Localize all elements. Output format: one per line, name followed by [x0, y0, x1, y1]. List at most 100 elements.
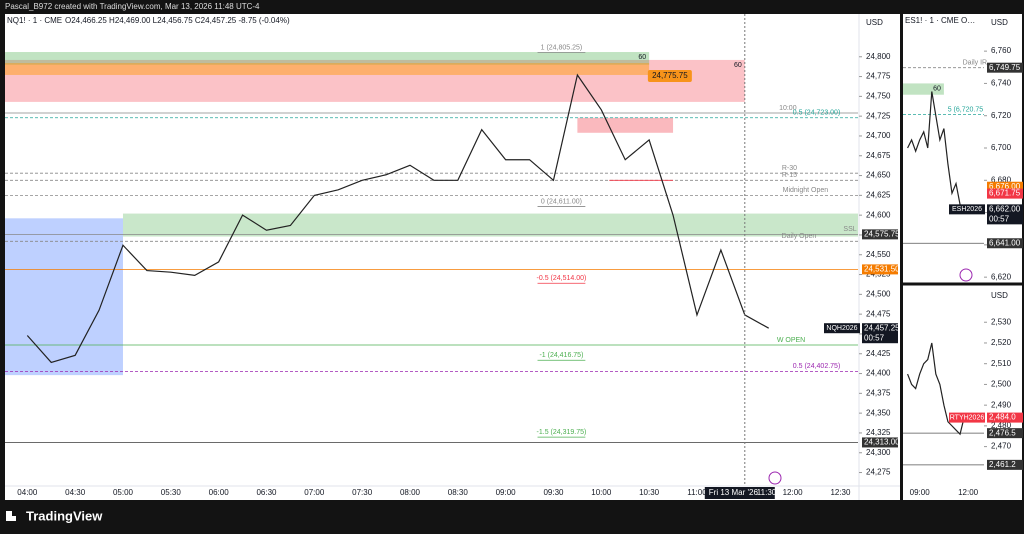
level-label: -0.5 (24,514.00)	[537, 275, 587, 282]
y-tick-label: 24,750	[866, 91, 891, 100]
price-line	[907, 342, 965, 436]
last-price-text: 2,484.0	[989, 413, 1016, 422]
y-tick-label: 2,510	[991, 359, 1012, 368]
x-tick-label: 12:00	[958, 488, 979, 497]
x-tick-label: 06:00	[209, 488, 230, 497]
x-tick-label: 11:00	[687, 488, 707, 497]
y-tick-label: 24,475	[866, 309, 891, 318]
y-tick-label: 24,600	[866, 210, 891, 219]
y-tick-label: 24,325	[866, 428, 891, 437]
price-tag	[647, 69, 692, 82]
y-tick-label: 24,625	[866, 190, 891, 199]
y-tick-label: 6,620	[991, 272, 1012, 281]
x-tick-label: 09:30	[543, 488, 564, 497]
symbol-tag-label: ESH2026	[952, 206, 982, 213]
level-label: -1 (24,416.75)	[539, 352, 583, 359]
axis-price-label	[862, 437, 898, 448]
y-tick-label: 2,520	[991, 338, 1012, 347]
level-label: R-15	[782, 172, 797, 179]
level-label: 0.5 (24,402.75)	[793, 363, 840, 370]
axis-price-text: 2,476.5	[989, 428, 1016, 437]
y-tick-label: 24,725	[866, 111, 891, 120]
level-label: W OPEN	[777, 337, 805, 344]
x-tick-label: 06:30	[256, 488, 277, 497]
last-price-label	[862, 323, 898, 344]
zone-label: 60	[638, 54, 646, 61]
y-tick-label: 6,700	[991, 143, 1012, 152]
zone	[903, 83, 944, 95]
level-label: SSL	[843, 226, 856, 233]
symbol-tag	[949, 204, 985, 215]
y-tick-label: 24,375	[866, 388, 891, 397]
level-label: 0 (24,611.00)	[541, 198, 582, 205]
y-tick-label: 24,650	[866, 171, 891, 180]
zone	[577, 117, 674, 133]
axis-price-label	[862, 229, 898, 240]
event-icon[interactable]	[768, 471, 782, 485]
axis-price-text: 6,641.00	[989, 238, 1021, 247]
x-tick-label: 09:00	[910, 488, 931, 497]
x-tick-label: 04:30	[65, 488, 86, 497]
level-label: 0.5 (24,723.00)	[793, 110, 840, 117]
caption: Pascal_B972 created with TradingView.com…	[5, 2, 260, 11]
x-tick-label: 05:30	[161, 488, 182, 497]
y-tick-label: 2,500	[991, 380, 1012, 389]
brand: TradingView	[26, 508, 103, 523]
x-tick-label: 08:00	[400, 488, 421, 497]
y-tick-label: 6,680	[991, 175, 1012, 184]
y-tick-label: 24,500	[866, 289, 891, 298]
symbol-tag	[949, 412, 985, 423]
axis-price-text: 24,575.75	[864, 229, 900, 238]
axis-price-label	[987, 188, 1023, 199]
axis-price-text: 6,676.00	[989, 182, 1021, 191]
axis-price-label	[862, 264, 898, 275]
y-tick-label: 24,275	[866, 468, 891, 477]
axis-price-text: 6,749.75	[989, 63, 1021, 72]
last-price-text: 24,457.25	[864, 323, 900, 332]
price-tag-label: 24,775.75	[652, 71, 688, 80]
axis-price-label	[987, 238, 1023, 249]
price-line	[907, 91, 965, 210]
y-tick-label: 24,800	[866, 52, 891, 61]
x-tick-label: 09:00	[496, 488, 517, 497]
axis-price-text: 24,531.50	[864, 265, 900, 274]
x-tick-label: 07:00	[304, 488, 325, 497]
axis-price-label	[987, 459, 1023, 470]
y-tick-label: 24,550	[866, 250, 891, 259]
y-tick-label: 6,720	[991, 111, 1012, 120]
y-tick-label: 6,760	[991, 46, 1012, 55]
x-tick-label: 08:30	[448, 488, 469, 497]
x-tick-label: 12:00	[783, 488, 804, 497]
level-label: Midnight Open	[783, 187, 829, 194]
y-tick-label: 2,490	[991, 400, 1012, 409]
symbol-tag-label: NQH2026	[826, 325, 857, 332]
y-tick-label: 24,675	[866, 151, 891, 160]
x-tick-label: 07:30	[352, 488, 373, 497]
currency: USD	[866, 18, 883, 27]
symbol-tag-label: RTYH2026	[950, 414, 985, 421]
y-tick-label: 2,530	[991, 317, 1012, 326]
currency: USD	[991, 291, 1008, 300]
zone	[5, 59, 745, 102]
zone-label: 60	[933, 85, 941, 92]
y-tick-label: 2,480	[991, 421, 1012, 430]
axis-price-text: 2,461.2	[989, 460, 1016, 469]
y-tick-label: 6,740	[991, 79, 1012, 88]
ohlc: O24,466.25 H24,469.00 L24,456.75 C24,457…	[65, 16, 290, 25]
axis-price-label	[987, 62, 1023, 73]
level-label: Daily IR	[963, 60, 988, 67]
x-tick-label: 05:00	[113, 488, 134, 497]
y-tick-label: 24,300	[866, 448, 891, 457]
symbol-tag	[824, 323, 860, 334]
level-label: 5 (6,720.75	[948, 106, 984, 113]
x-tick-label: 04:00	[17, 488, 38, 497]
axis-price-text: 6,671.75	[989, 189, 1021, 198]
zone	[5, 63, 650, 75]
last-price-label	[987, 204, 1023, 225]
crosshair-date: Fri 13 Mar '26	[709, 488, 759, 497]
event-icon[interactable]	[959, 268, 973, 282]
axis-price-label	[987, 428, 1023, 439]
last-price-text: 6,662.00	[989, 204, 1021, 213]
level-label: 1 (24,805.25)	[541, 44, 583, 51]
